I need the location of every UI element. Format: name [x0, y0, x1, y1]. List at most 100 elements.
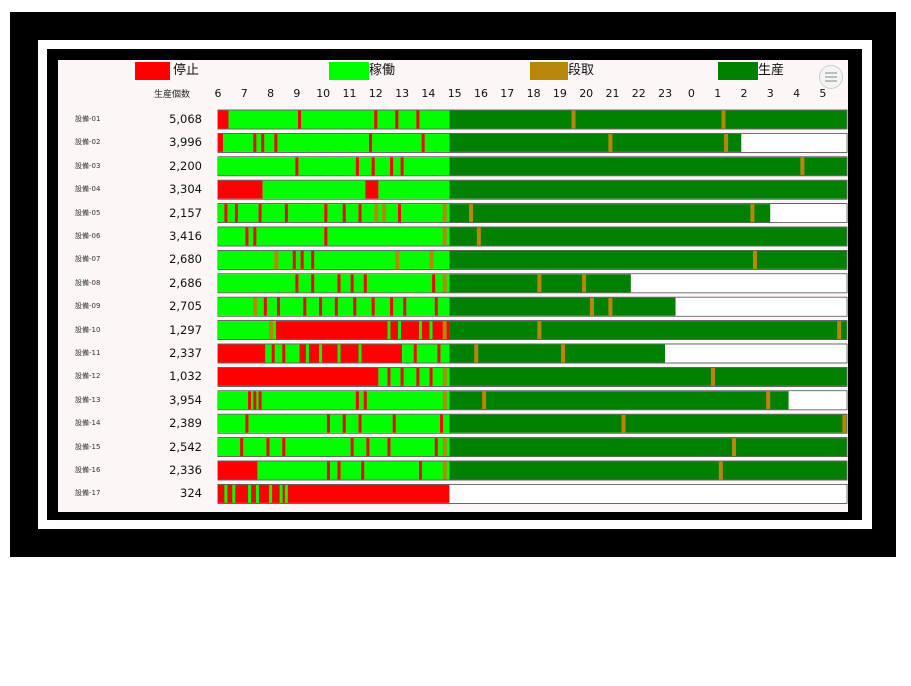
timeline-mark-setup	[442, 274, 447, 293]
timeline-mark-run	[400, 180, 404, 199]
timeline-segment-empty	[741, 133, 847, 152]
timeline-segment-run	[218, 414, 450, 433]
timeline-segment-prod	[449, 297, 676, 316]
timeline-segment-empty	[449, 484, 847, 503]
timeline-mark-setup	[442, 204, 447, 223]
menu-icon[interactable]	[819, 65, 843, 89]
timeline-segment-run	[402, 344, 450, 363]
timeline-segment-stop	[275, 321, 450, 340]
timeline-mark-setup	[750, 204, 755, 223]
timeline-mark-run	[292, 297, 296, 316]
menu-icon-line	[825, 80, 837, 82]
row-label: 設備-03	[75, 161, 101, 170]
timeline-mark-setup	[253, 297, 258, 316]
timeline-mark-setup	[442, 367, 447, 386]
timeline-segment-empty	[665, 344, 847, 363]
timeline-segment-prod	[449, 438, 847, 457]
timeline-mark-run	[424, 297, 428, 316]
timeline-mark-stop	[395, 110, 399, 129]
timeline-mark-stop	[353, 297, 357, 316]
hour-tick-4: 4	[793, 87, 801, 100]
timeline-segment-run	[218, 391, 450, 410]
timeline-mark-run	[429, 321, 433, 340]
timeline-segment-stop	[218, 461, 258, 480]
row-count: 3,416	[169, 229, 202, 243]
timeline-mark-run	[419, 321, 423, 340]
row-label: 設備-02	[75, 138, 101, 147]
timeline-mark-setup	[468, 204, 473, 223]
row-count: 3,954	[169, 392, 202, 407]
timeline-mark-run	[342, 227, 346, 246]
timeline-mark-setup	[582, 274, 587, 293]
timeline-segment-prod	[449, 157, 847, 176]
timeline-mark-stop	[276, 297, 280, 316]
hour-tick-10: 10	[316, 87, 331, 100]
timeline-mark-stop	[326, 414, 330, 433]
timeline-segment-run	[257, 461, 450, 480]
timeline-mark-stop	[311, 274, 315, 293]
row-label: 設備-09	[75, 302, 101, 311]
hour-tick-5: 5	[819, 87, 827, 100]
timeline-mark-run	[353, 110, 357, 129]
timeline-segment-stop	[218, 484, 450, 503]
timeline-mark-stop	[319, 297, 323, 316]
timeline-mark-stop	[434, 438, 438, 457]
timeline-mark-setup	[753, 250, 758, 269]
row-count: 2,157	[169, 205, 202, 220]
timeline-segment-prod	[449, 461, 847, 480]
timeline-mark-run	[305, 344, 309, 363]
timeline-segment-run	[378, 180, 450, 199]
timeline-mark-setup	[721, 110, 726, 129]
timeline-mark-run	[279, 484, 283, 503]
timeline-mark-stop	[253, 391, 257, 410]
timeline-mark-stop	[266, 438, 270, 457]
row-count: 2,705	[169, 299, 202, 314]
timeline-mark-setup	[718, 461, 723, 480]
timeline-mark-stop	[337, 461, 341, 480]
timeline-mark-stop	[295, 157, 299, 176]
timeline-mark-setup	[274, 250, 279, 269]
row-label: 設備-15	[75, 442, 101, 451]
legend-label-stop: 停止	[173, 63, 200, 78]
hour-tick-2: 2	[740, 87, 748, 100]
timeline-mark-setup	[474, 344, 479, 363]
row-label: 設備-06	[75, 232, 101, 240]
timeline-mark-setup	[766, 391, 771, 410]
timeline-mark-run	[411, 414, 415, 433]
timeline-mark-stop	[295, 274, 299, 293]
timeline-segment-stop	[365, 180, 379, 199]
timeline-mark-setup	[442, 461, 447, 480]
count-column-header: 生産個数	[154, 90, 191, 100]
timeline-mark-run	[340, 157, 344, 176]
timeline-mark-run	[269, 204, 273, 223]
timeline-mark-run	[284, 484, 288, 503]
row-count: 2,336	[169, 463, 202, 477]
hour-tick-23: 23	[658, 87, 673, 100]
timeline-segment-prod	[449, 367, 847, 386]
timeline-segment-prod	[449, 204, 771, 223]
timeline-segment-run	[218, 227, 450, 246]
timeline-mark-stop	[421, 133, 425, 152]
timeline-mark-run	[221, 157, 225, 176]
timeline-mark-run	[319, 344, 323, 363]
legend-swatch-run	[329, 62, 369, 80]
timeline-mark-stop	[363, 391, 367, 410]
hour-tick-12: 12	[368, 87, 383, 100]
timeline-segment-prod	[449, 414, 847, 433]
hour-tick-13: 13	[395, 87, 410, 100]
legend-swatch-setup	[530, 62, 568, 80]
timeline-mark-stop	[416, 367, 420, 386]
timeline-mark-run	[387, 274, 391, 293]
hour-tick-8: 8	[267, 87, 275, 100]
timeline-mark-setup	[429, 250, 434, 269]
hour-tick-19: 19	[552, 87, 567, 100]
timeline-mark-stop	[324, 204, 328, 223]
timeline-mark-run	[432, 157, 436, 176]
timeline-mark-stop	[355, 157, 359, 176]
hour-tick-9: 9	[293, 87, 301, 100]
timeline-mark-stop	[429, 367, 433, 386]
timeline-mark-stop	[271, 344, 275, 363]
timeline-segment-prod	[449, 344, 666, 363]
timeline-mark-stop	[292, 250, 296, 269]
timeline-mark-run	[237, 110, 241, 129]
